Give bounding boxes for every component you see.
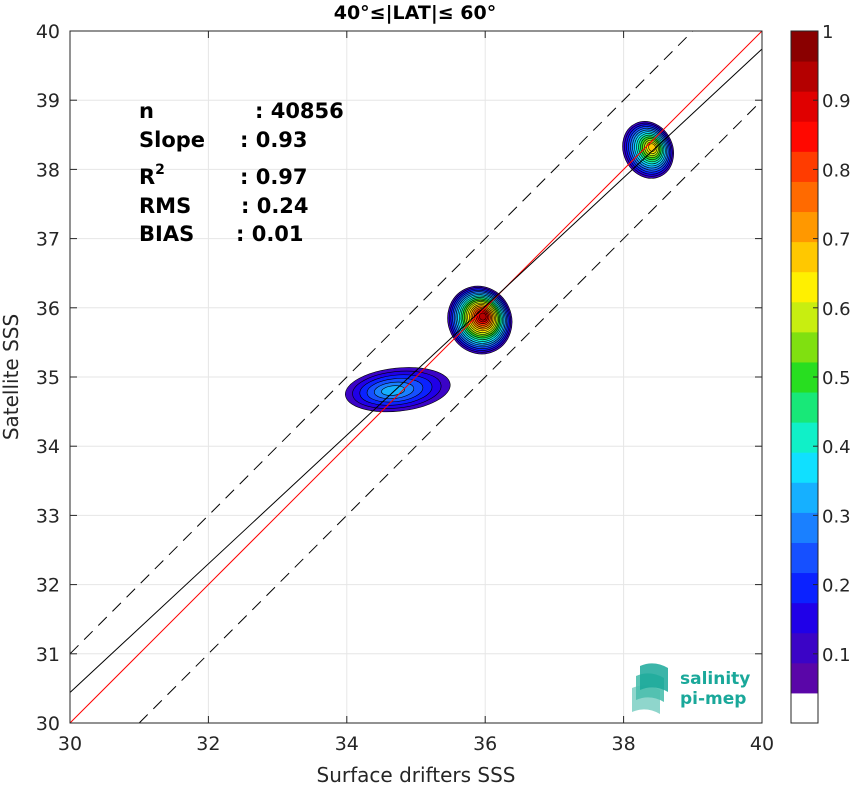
y-tick-label: 37 [36,229,60,251]
colorbar-segment [791,422,818,453]
stat-label: Slope [139,128,205,152]
x-tick-label: 32 [196,733,220,755]
y-tick-label: 36 [36,298,60,320]
chart-title: 40°≤|LAT|≤ 60° [334,2,497,24]
stat-value: : 0.01 [236,222,304,246]
lower-bound-line [138,99,763,724]
x-tick-label: 40 [750,733,774,755]
stat-label: n [139,99,154,123]
colorbar-tick-label: 1 [822,22,833,43]
logo-line1: salinity [680,669,750,689]
colorbar-tick-label: 0.2 [822,576,851,597]
colorbar-tick-label: 0.8 [822,160,851,181]
colorbar-tick-label: 0.7 [822,230,851,251]
colorbar-segment [791,512,818,543]
colorbar-segment [791,482,818,513]
colorbar-segment [791,572,818,604]
colorbar-tick-label: 0.5 [822,368,851,389]
y-tick-label: 40 [36,21,60,43]
y-axis-label: Satellite SSS [0,314,23,440]
colorbar-segment [791,271,818,303]
colorbar-tick-label: 0.4 [822,437,851,458]
density-cluster-2 [447,285,513,355]
colorbar-segment [791,31,818,62]
colorbar-tick-label: 0.6 [822,299,851,320]
one-to-one-line [69,30,763,724]
y-tick-label: 34 [36,436,60,458]
x-tick-label: 38 [612,733,636,755]
colorbar-segment [791,542,818,574]
stat-label: RMS [139,194,191,218]
x-tick-label: 30 [58,733,82,755]
colorbar: 0.1 0.2 0.3 0.4 0.5 0.6 0.7 0.8 0.9 1 [790,22,851,724]
regression-line [69,48,763,693]
contour-level [479,312,487,321]
colorbar-tick-label: 0.3 [822,506,851,527]
stat-value: : 0.24 [241,194,309,218]
upper-bound-line [69,30,694,655]
colorbar-segment [791,211,818,243]
colorbar-tick-label: 0.9 [822,91,851,112]
colorbar-tick-label: 0.1 [822,645,851,666]
colorbar-segment [791,241,818,273]
logo-line2: pi-mep [680,689,746,709]
y-tick-label: 38 [36,159,60,181]
salinity-pimep-logo: salinity pi-mep [632,663,750,714]
colorbar-segment [791,121,818,152]
colorbar-segment [791,151,818,182]
stat-value: : 0.97 [240,165,308,189]
y-tick-label: 39 [36,90,60,112]
reference-lines [69,30,763,724]
y-tick-label: 30 [36,713,60,735]
contour-level [381,385,406,396]
density-contours [345,121,674,413]
colorbar-segment [791,692,818,724]
y-tick-label: 33 [36,505,60,527]
x-tick-label: 34 [335,733,359,755]
y-tick-label: 32 [36,575,60,597]
y-tick-label: 31 [36,644,60,666]
colorbar-segment [791,301,818,333]
colorbar-segment [791,452,818,483]
colorbar-segment [791,181,818,213]
density-cluster-3 [345,367,451,413]
axis-ticks: 30 32 34 36 38 40 30 31 32 33 34 35 36 37 38 39 40 [36,21,774,755]
colorbar-segment [791,662,818,694]
stat-value: : 0.93 [240,128,308,152]
colorbar-segment [791,392,818,423]
x-tick-label: 36 [473,733,497,755]
colorbar-segment [791,61,818,92]
colorbar-segment [791,602,818,634]
y-tick-label: 35 [36,367,60,389]
x-axis-label: Surface drifters SSS [317,763,516,786]
colorbar-segment [791,331,818,363]
density-cluster-1 [622,121,674,179]
stat-value: : 40856 [255,99,344,123]
colorbar-segment [791,91,818,122]
colorbar-segment [791,632,818,664]
stat-label: BIAS [139,222,194,246]
logo-wave-icon [632,663,668,714]
